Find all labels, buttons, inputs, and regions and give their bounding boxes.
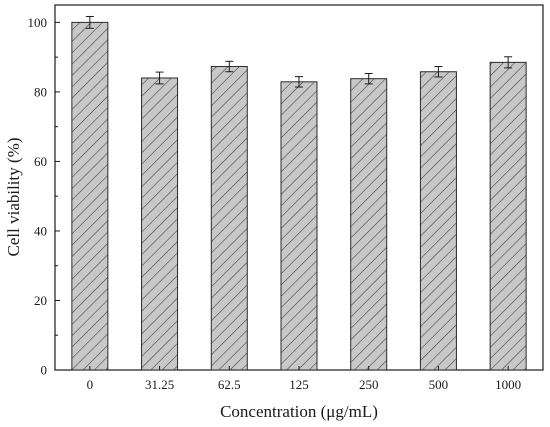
x-axis-title: Concentration (μg/mL) [220, 402, 378, 421]
y-tick-label-100: 100 [28, 15, 48, 30]
x-tick-label-500: 500 [429, 377, 449, 392]
bar-0 [71, 21, 109, 371]
error-bar-31.25 [155, 71, 164, 85]
y-tick-label-20: 20 [34, 293, 47, 308]
bar-62.5 [210, 66, 248, 371]
y-tick-label-80: 80 [34, 84, 47, 99]
x-tick-label-62.5: 62.5 [218, 377, 241, 392]
bar-250 [350, 78, 388, 371]
y-axis-ticks: 0 20 40 60 80 100 [28, 15, 60, 378]
y-tick-label-40: 40 [34, 223, 47, 238]
error-bar-1000 [504, 56, 513, 69]
x-tick-label-0: 0 [87, 377, 94, 392]
x-tick-label-1000: 1000 [495, 377, 521, 392]
bar-1000 [489, 61, 527, 371]
bar-500 [419, 71, 457, 371]
y-axis-title: Cell viability (%) [4, 138, 23, 257]
y-tick-label-0: 0 [41, 363, 48, 378]
error-bar-0 [85, 15, 94, 29]
error-bar-500 [434, 66, 443, 78]
error-bar-250 [364, 72, 373, 85]
error-bars-group [85, 15, 513, 88]
x-axis-ticks: 0 31.25 62.5 125 250 500 1000 [87, 366, 521, 392]
bar-125 [280, 81, 318, 371]
x-tick-label-31.25: 31.25 [145, 377, 174, 392]
error-bar-125 [295, 76, 303, 88]
y-tick-label-60: 60 [34, 154, 47, 169]
error-bar-62.5 [225, 60, 234, 73]
bar-31.25 [141, 77, 179, 371]
x-tick-label-250: 250 [359, 377, 379, 392]
bars-group [71, 21, 527, 371]
x-tick-label-125: 125 [289, 377, 309, 392]
